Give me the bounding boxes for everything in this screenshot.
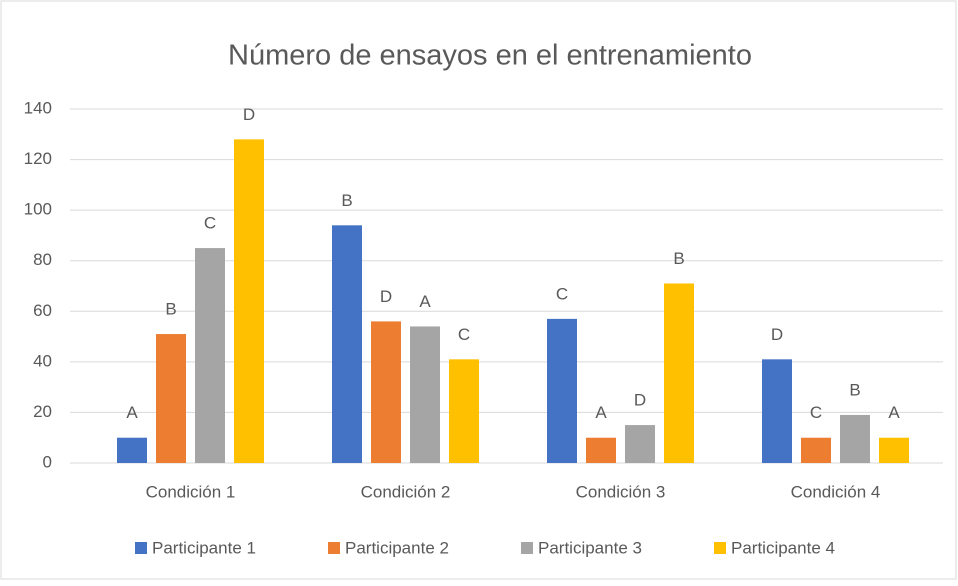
y-tick-label: 140 xyxy=(24,98,52,117)
y-tick-label: 80 xyxy=(33,250,52,269)
y-tick-label: 40 xyxy=(33,351,52,370)
bar-label: A xyxy=(888,403,900,422)
bar xyxy=(840,414,870,463)
bar xyxy=(371,321,401,463)
x-tick-label: Condición 2 xyxy=(361,482,451,501)
legend-label: Participante 4 xyxy=(731,538,835,557)
bar xyxy=(664,283,694,463)
bar xyxy=(156,334,186,463)
bar-label: C xyxy=(204,214,216,233)
legend-swatch xyxy=(521,542,533,554)
bar-label: B xyxy=(849,380,860,399)
x-tick-label: Condición 4 xyxy=(791,482,881,501)
bar-label: C xyxy=(556,284,568,303)
bar-label: D xyxy=(771,325,783,344)
bar-label: A xyxy=(595,403,607,422)
bar-label: D xyxy=(634,391,646,410)
legend-swatch xyxy=(328,542,340,554)
bar-label: A xyxy=(126,403,138,422)
bar xyxy=(195,248,225,463)
y-tick-label: 120 xyxy=(24,149,52,168)
bar-label: A xyxy=(419,292,431,311)
x-tick-label: Condición 1 xyxy=(146,482,236,501)
bar xyxy=(332,225,362,463)
y-tick-label: 100 xyxy=(24,200,52,219)
bar xyxy=(547,318,577,463)
y-tick-label: 0 xyxy=(43,452,52,471)
x-tick-label: Condición 3 xyxy=(576,482,666,501)
legend-label: Participante 1 xyxy=(152,538,256,557)
bar-label: D xyxy=(380,287,392,306)
y-tick-label: 20 xyxy=(33,402,52,421)
bar-label: B xyxy=(165,300,176,319)
chart-title: Número de ensayos en el entrenamiento xyxy=(228,40,752,72)
bar xyxy=(762,359,792,463)
legend-swatch xyxy=(714,542,726,554)
bar-label: B xyxy=(341,191,352,210)
legend-label: Participante 3 xyxy=(538,538,642,557)
bar xyxy=(410,326,440,463)
y-tick-label: 60 xyxy=(33,301,52,320)
bar-label: C xyxy=(810,403,822,422)
bar xyxy=(449,359,479,463)
legend-label: Participante 2 xyxy=(345,538,449,557)
bar xyxy=(117,437,147,463)
legend-swatch xyxy=(135,542,147,554)
bar xyxy=(625,425,655,463)
bar xyxy=(586,437,616,463)
bar-label: C xyxy=(458,325,470,344)
bar xyxy=(879,437,909,463)
bar-label: B xyxy=(673,249,684,268)
bar-label: D xyxy=(243,105,255,124)
bar xyxy=(234,139,264,464)
bar xyxy=(801,437,831,463)
